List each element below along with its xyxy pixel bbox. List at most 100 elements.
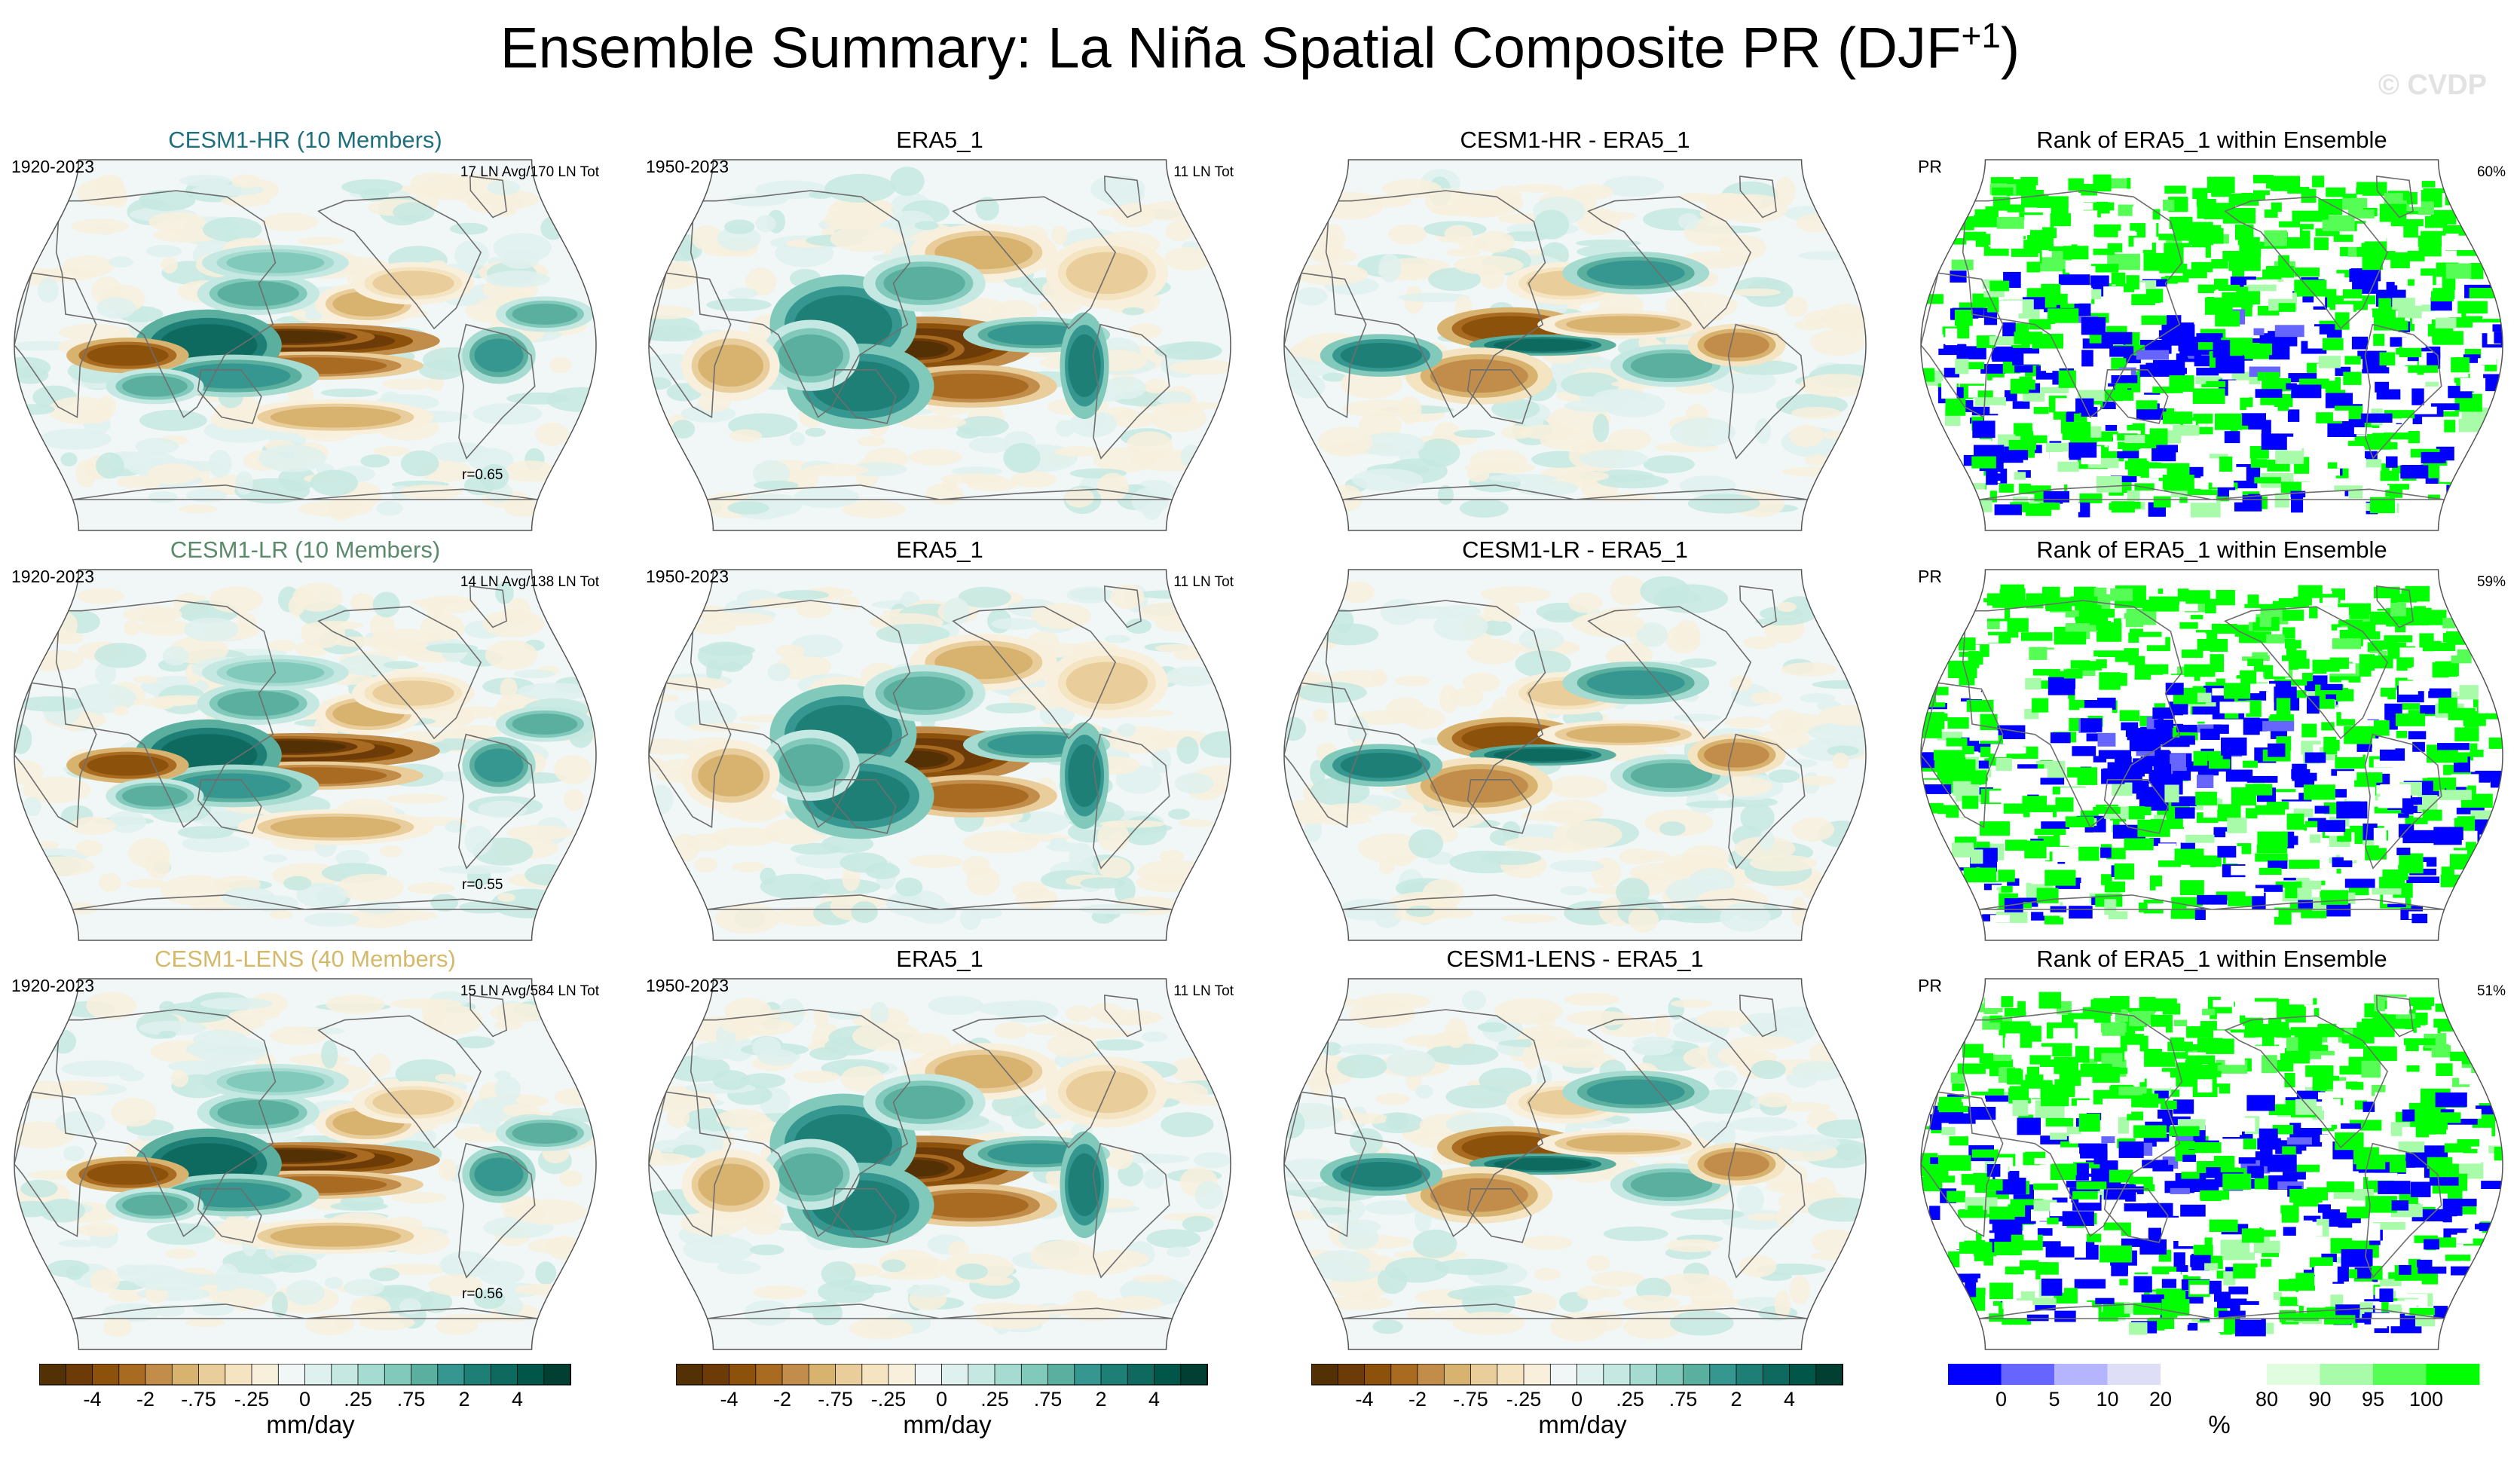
colorbar-tick-label: -.25: [234, 1388, 270, 1410]
colorbar-swatch: [92, 1364, 120, 1386]
colorbar-swatch: [781, 1364, 810, 1386]
main-title-text: Ensemble Summary: La Niña Spatial Compos…: [500, 16, 1962, 81]
rank-map-row1: [1920, 159, 2503, 531]
panel-rank-row2: Rank of ERA5_1 within Ensemble PR 59%: [1918, 536, 2506, 943]
colorbar-tick-label: 10: [2096, 1388, 2118, 1410]
colorbar-swatch: [1127, 1364, 1155, 1386]
panel-title: CESM1-LR (10 Members): [170, 536, 441, 563]
colorbar-swatch: [384, 1364, 412, 1386]
panel-event-count: 60%: [2476, 164, 2506, 180]
colorbar-swatch: [277, 1364, 306, 1386]
colorbar-tick-label: 0: [1571, 1388, 1583, 1410]
colorbar-tick-label: 0: [299, 1388, 310, 1410]
panel-period: 1920-2023: [11, 567, 94, 586]
panel-obs-row1: ERA5_1 1950-2023 11 LN Tot: [646, 127, 1234, 533]
colorbar-swatch: [1762, 1364, 1791, 1386]
panel-event-count: 59%: [2476, 574, 2506, 590]
colorbar-swatch: [2054, 1364, 2108, 1385]
colorbar-tick-label: -.75: [181, 1388, 216, 1410]
pattern-correlation: r=0.65: [462, 467, 503, 483]
colorbar-units: mm/day: [903, 1410, 992, 1438]
diff-map-row1: [1283, 159, 1867, 531]
colorbar-swatch: [888, 1364, 916, 1386]
colorbar-swatch: [2320, 1364, 2374, 1385]
colorbar-tick-label: 80: [2255, 1388, 2278, 1410]
colorbar-swatch: [357, 1364, 386, 1386]
colorbar-swatches: -4 -2 -.75 -.25 0 .25 .75 2 4: [676, 1364, 1208, 1410]
panel-period: 1950-2023: [646, 976, 729, 995]
colorbar-tick-label: -.25: [1506, 1388, 1542, 1410]
panel-title: ERA5_1: [896, 127, 983, 153]
colorbar-units: %: [2208, 1410, 2231, 1438]
colorbar-swatch: [1789, 1364, 1817, 1386]
colorbar-tick-label: -2: [136, 1388, 154, 1410]
colorbar-swatch: [1683, 1364, 1711, 1386]
colorbar-tick-label: 20: [2149, 1388, 2172, 1410]
pattern-correlation: r=0.55: [462, 877, 503, 893]
colorbar-swatch: [676, 1364, 704, 1386]
colorbar-swatch: [65, 1364, 93, 1386]
obs-map-row1: [648, 159, 1231, 531]
colorbar-units: mm/day: [1538, 1410, 1627, 1438]
colorbar-tick-label: -4: [1355, 1388, 1373, 1410]
panel-period: 1920-2023: [11, 976, 94, 995]
colorbar-swatch: [490, 1364, 518, 1386]
panel-diff-row3: CESM1-LENS - ERA5_1: [1281, 946, 1869, 1352]
colorbar-swatch: [543, 1364, 571, 1386]
panel-title: Rank of ERA5_1 within Ensemble: [2036, 127, 2387, 153]
panel-period: 1950-2023: [646, 157, 729, 176]
colorbar-swatch: [835, 1364, 863, 1386]
colorbar-swatch: [411, 1364, 439, 1386]
panel-title: CESM1-LENS - ERA5_1: [1446, 946, 1704, 972]
colorbar-swatch: [1390, 1364, 1419, 1386]
colorbar-tick-label: .25: [344, 1388, 372, 1410]
colorbar-tick-label: .25: [1616, 1388, 1644, 1410]
colorbar-swatch: [1549, 1364, 1578, 1386]
colorbar-2: -4 -2 -.75 -.25 0 .25 .75 2 4 mm/day: [676, 1364, 1219, 1439]
colorbar-swatch: [1709, 1364, 1737, 1386]
rank-map-row3: [1920, 978, 2503, 1350]
colorbar-swatch: [251, 1364, 280, 1386]
colorbar-swatch: [1656, 1364, 1684, 1386]
panel-obs-row2: ERA5_1 1950-2023 11 LN Tot: [646, 536, 1234, 943]
watermark: © CVDP: [2378, 69, 2487, 101]
panel-title: Rank of ERA5_1 within Ensemble: [2036, 946, 2387, 972]
colorbar-swatch: [304, 1364, 332, 1386]
obs-map-row3: [648, 978, 1231, 1350]
panel-event-count: 15 LN Avg/584 LN Tot: [460, 983, 599, 999]
colorbar-swatch: [1577, 1364, 1604, 1386]
panel-rank-row1: Rank of ERA5_1 within Ensemble PR 60%: [1918, 127, 2506, 533]
colorbar-swatch: [118, 1364, 147, 1386]
main-title-close: ): [2000, 16, 2020, 81]
colorbar-tick-label: 90: [2308, 1388, 2331, 1410]
colorbar-swatch: [1815, 1364, 1843, 1386]
colorbar-tick-label: -2: [773, 1388, 791, 1410]
colorbar-tick-label: 2: [1730, 1388, 1742, 1410]
colorbar-swatch: [914, 1364, 943, 1386]
panel-diff-row1: CESM1-HR - ERA5_1: [1281, 127, 1869, 533]
colorbar-tick-label: .75: [397, 1388, 426, 1410]
colorbar-swatch: [1629, 1364, 1658, 1386]
colorbar-swatch: [1311, 1364, 1339, 1386]
panel-period: 1950-2023: [646, 567, 729, 586]
colorbar-swatch: [994, 1364, 1023, 1386]
colorbar-tick-label: .25: [980, 1388, 1009, 1410]
colorbar-swatch: [145, 1364, 173, 1386]
panel-title: ERA5_1: [896, 536, 983, 563]
colorbar-tick-label: 95: [2362, 1388, 2384, 1410]
colorbar-swatch: [729, 1364, 757, 1386]
main-title: Ensemble Summary: La Niña Spatial Compos…: [0, 15, 2520, 81]
panel-model-row2: CESM1-LR (10 Members) 1920-2023 14 LN Avg/…: [11, 536, 599, 943]
panel-event-count: 11 LN Tot: [1173, 574, 1234, 590]
colorbar-swatch: [1736, 1364, 1764, 1386]
colorbar-swatch: [517, 1364, 545, 1386]
panel-event-count: 14 LN Avg/138 LN Tot: [460, 574, 599, 590]
diff-map-row2: [1283, 569, 1867, 941]
colorbar-swatch: [2107, 1364, 2161, 1385]
panel-period: PR: [1918, 567, 1942, 586]
colorbar-tick-label: -.75: [1453, 1388, 1488, 1410]
colorbar-swatches: 0 5 10 20 80 90 95 100: [1948, 1364, 2480, 1410]
panel-title: CESM1-HR - ERA5_1: [1460, 127, 1690, 153]
colorbar-tick-label: .75: [1034, 1388, 1063, 1410]
colorbar-swatch: [171, 1364, 200, 1386]
